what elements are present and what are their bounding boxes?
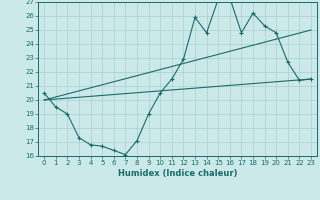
- X-axis label: Humidex (Indice chaleur): Humidex (Indice chaleur): [118, 169, 237, 178]
